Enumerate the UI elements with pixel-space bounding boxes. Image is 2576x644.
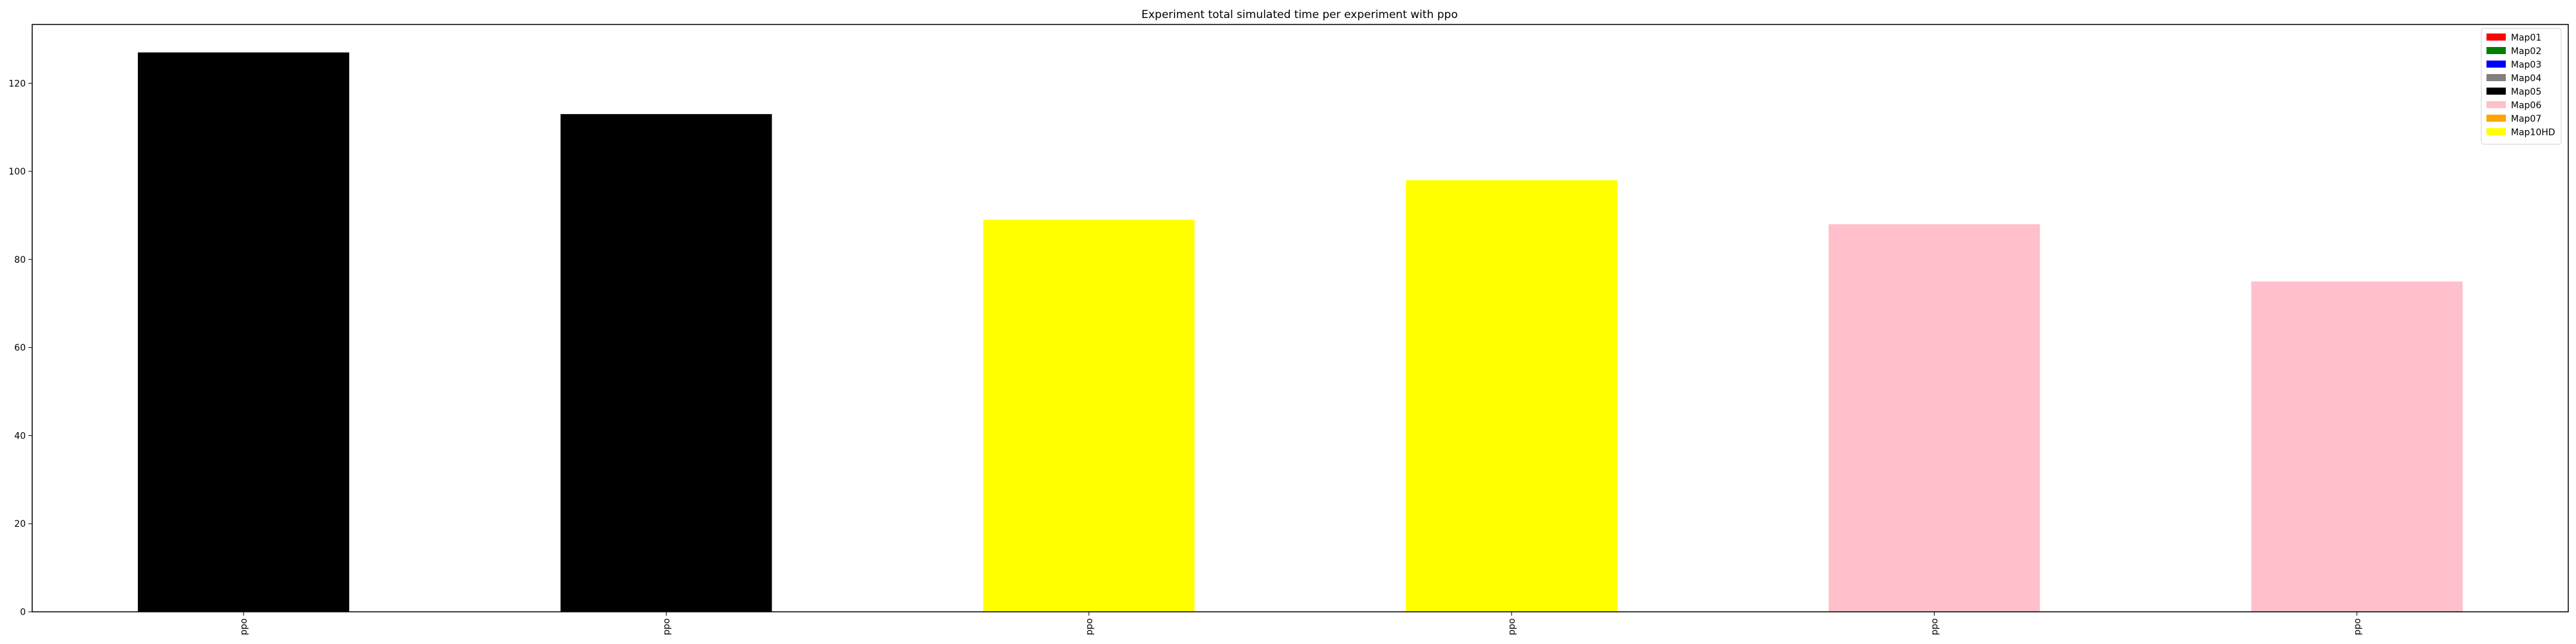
legend-label-2: Map03	[2511, 60, 2541, 70]
y-tick-label-4: 80	[14, 255, 26, 265]
legend-swatch-6	[2486, 115, 2506, 122]
x-tick-label-0: ppo	[239, 618, 249, 635]
legend-swatch-7	[2486, 128, 2506, 135]
bar-5	[2251, 281, 2463, 612]
y-tick-label-3: 60	[14, 343, 26, 354]
x-tick-label-2: ppo	[1084, 618, 1095, 635]
legend-label-5: Map06	[2511, 100, 2541, 111]
legend: Map01 Map02 Map03 Map04 Map05 Map06 Map07 Map10…	[2481, 28, 2562, 145]
x-tick-label-1: ppo	[662, 618, 672, 635]
legend-swatch-3	[2486, 74, 2506, 81]
bars-group	[138, 52, 2463, 612]
y-tick-label-6: 120	[8, 79, 26, 89]
legend-swatch-0	[2486, 33, 2506, 41]
bar-3	[1406, 180, 1618, 612]
bar-1	[560, 114, 772, 612]
chart-title: Experiment total simulated time per expe…	[1141, 8, 1457, 21]
legend-box	[2481, 28, 2562, 145]
legend-label-0: Map01	[2511, 33, 2541, 43]
bar-4	[1828, 224, 2040, 612]
legend-label-3: Map04	[2511, 73, 2541, 84]
x-tick-label-5: ppo	[2353, 618, 2363, 635]
legend-label-6: Map07	[2511, 114, 2541, 124]
y-tick-label-1: 20	[14, 519, 26, 529]
y-tick-label-2: 40	[14, 431, 26, 441]
legend-label-1: Map02	[2511, 46, 2541, 57]
plot-frame	[32, 24, 2569, 612]
bar-0	[138, 52, 350, 612]
y-tick-label-5: 100	[8, 167, 26, 177]
legend-swatch-2	[2486, 61, 2506, 68]
x-tick-label-3: ppo	[1507, 618, 1517, 635]
bar-2	[983, 220, 1195, 612]
legend-swatch-1	[2486, 47, 2506, 54]
y-axis: 0 20 40 60 80 100 120	[8, 79, 32, 618]
legend-label-7: Map10HD	[2511, 128, 2555, 138]
legend-swatch-5	[2486, 101, 2506, 108]
y-tick-label-0: 0	[20, 607, 26, 618]
legend-swatch-4	[2486, 88, 2506, 95]
x-axis: ppo ppo ppo ppo ppo ppo	[239, 612, 2363, 635]
legend-label-4: Map05	[2511, 87, 2541, 97]
x-tick-label-4: ppo	[1930, 618, 1940, 635]
